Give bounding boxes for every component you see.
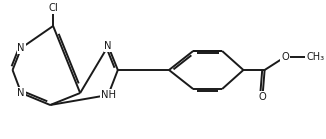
- Text: N: N: [104, 41, 112, 51]
- Text: NH: NH: [101, 90, 116, 100]
- Text: O: O: [259, 92, 267, 102]
- Text: N: N: [18, 88, 25, 98]
- Text: Cl: Cl: [48, 3, 58, 13]
- Text: N: N: [18, 43, 25, 53]
- Text: O: O: [281, 52, 289, 62]
- Text: CH₃: CH₃: [306, 52, 324, 62]
